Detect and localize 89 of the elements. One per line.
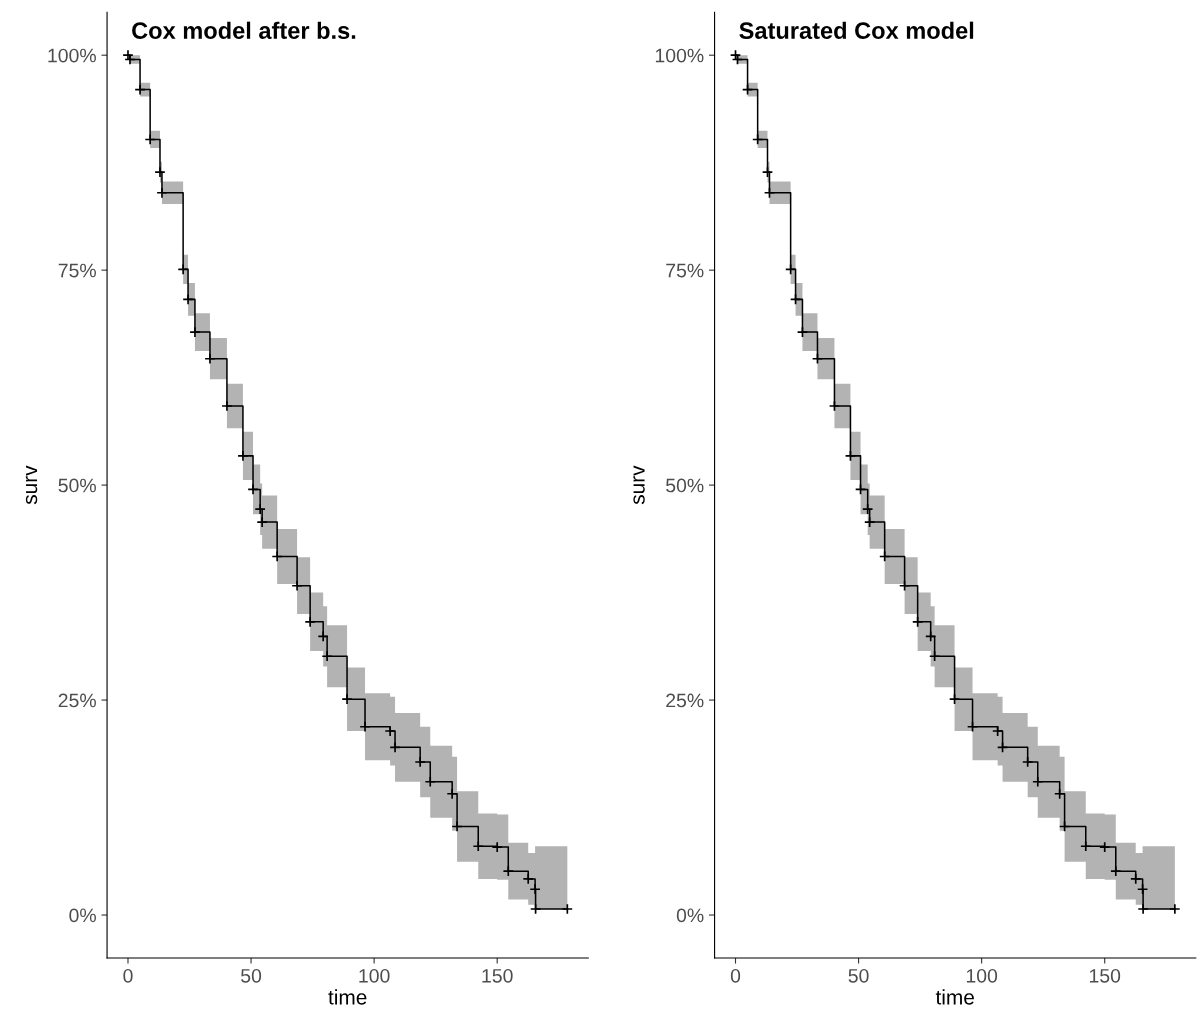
x-tick-label: 150 <box>482 968 513 983</box>
y-tick-label: 75% <box>58 263 96 278</box>
point <box>341 693 353 705</box>
point <box>1136 883 1149 895</box>
y-tick-label: 0% <box>676 908 704 923</box>
point <box>529 903 542 915</box>
x-axis-title: time <box>328 989 367 1005</box>
point <box>796 326 809 338</box>
point <box>317 630 329 643</box>
point <box>928 650 941 662</box>
point <box>561 903 574 915</box>
point <box>304 616 316 628</box>
y-axis-title: surv <box>25 465 38 505</box>
point <box>763 187 776 199</box>
point <box>204 353 216 365</box>
point <box>854 483 867 496</box>
point <box>911 616 924 628</box>
point <box>966 721 979 733</box>
point <box>844 450 857 462</box>
point <box>861 503 874 515</box>
point <box>1099 841 1111 853</box>
point <box>491 841 503 853</box>
y-tick-label: 50% <box>666 478 704 493</box>
point <box>924 630 937 643</box>
point <box>784 263 797 275</box>
y-tick-label: 25% <box>666 693 704 708</box>
point <box>1110 865 1122 877</box>
point <box>1169 903 1181 915</box>
point <box>359 721 371 733</box>
point <box>256 516 268 528</box>
point <box>237 450 249 462</box>
point <box>144 133 156 146</box>
point <box>1058 820 1071 833</box>
x-tick-label: 50 <box>848 968 869 983</box>
point <box>451 820 463 833</box>
point <box>154 166 166 178</box>
point <box>221 400 233 412</box>
point <box>424 776 436 788</box>
y-tick-label: 100% <box>655 48 704 63</box>
point <box>134 83 146 96</box>
y-tick-label: 0% <box>69 908 96 923</box>
y-tick-label: 25% <box>58 693 96 708</box>
point <box>741 83 754 96</box>
point <box>761 166 774 178</box>
x-tick-label: 50 <box>241 968 262 983</box>
x-tick-label: 150 <box>1089 968 1121 983</box>
point <box>291 580 303 592</box>
x-tick-label: 0 <box>123 968 133 983</box>
point <box>991 725 1004 737</box>
point <box>751 133 764 146</box>
point <box>271 550 283 563</box>
chart-title: Cox model after b.s. <box>132 21 356 40</box>
point <box>863 516 876 528</box>
point <box>948 693 961 705</box>
point <box>472 840 484 852</box>
point <box>446 788 458 800</box>
chart-title: Saturated Cox model <box>739 21 974 40</box>
point <box>182 293 194 306</box>
point <box>828 400 841 412</box>
point <box>1021 756 1034 768</box>
point <box>522 873 534 885</box>
point <box>898 580 911 592</box>
point <box>1032 776 1044 788</box>
y-tick-label: 75% <box>666 263 704 278</box>
point <box>389 741 401 754</box>
point <box>247 483 259 496</box>
point <box>529 883 541 895</box>
x-tick-label: 100 <box>359 968 390 983</box>
point <box>321 650 333 662</box>
point <box>384 725 396 737</box>
point <box>254 503 266 515</box>
point <box>189 326 201 338</box>
x-tick-label: 100 <box>966 968 998 983</box>
point <box>177 263 189 275</box>
point <box>789 293 802 306</box>
x-tick-label: 0 <box>730 968 741 983</box>
point <box>502 865 514 877</box>
point <box>1137 903 1149 915</box>
point <box>414 756 426 768</box>
point <box>811 353 824 365</box>
point <box>1080 840 1092 852</box>
point <box>156 187 168 199</box>
y-axis-title: surv <box>633 465 645 505</box>
y-tick-label: 100% <box>48 48 96 63</box>
x-axis-title: time <box>935 989 974 1005</box>
point <box>1130 873 1142 885</box>
point <box>878 550 891 563</box>
point <box>996 741 1009 754</box>
y-tick-label: 50% <box>58 478 96 493</box>
